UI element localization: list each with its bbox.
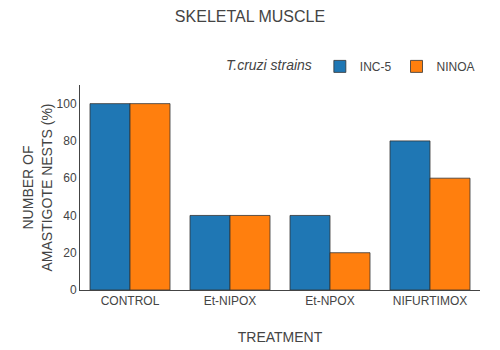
svg-text:CONTROL: CONTROL bbox=[101, 294, 160, 308]
svg-text:80: 80 bbox=[63, 134, 77, 148]
svg-text:NINOA: NINOA bbox=[437, 60, 475, 74]
svg-text:60: 60 bbox=[63, 171, 77, 185]
svg-text:40: 40 bbox=[63, 209, 77, 223]
svg-text:NUMBER OFAMASTIGOTE NESTS (%): NUMBER OFAMASTIGOTE NESTS (%) bbox=[20, 103, 54, 271]
svg-text:INC-5: INC-5 bbox=[360, 60, 392, 74]
svg-text:SKELETAL MUSCLE: SKELETAL MUSCLE bbox=[175, 8, 325, 25]
svg-text:0: 0 bbox=[70, 283, 77, 297]
svg-text:T.cruzi strains: T.cruzi strains bbox=[226, 57, 312, 73]
svg-text:TREATMENT: TREATMENT bbox=[238, 329, 323, 345]
svg-text:Et-NPOX: Et-NPOX bbox=[305, 294, 354, 308]
svg-text:20: 20 bbox=[63, 246, 77, 260]
svg-text:100: 100 bbox=[57, 97, 77, 111]
svg-text:NIFURTIMOX: NIFURTIMOX bbox=[393, 294, 467, 308]
svg-text:Et-NIPOX: Et-NIPOX bbox=[204, 294, 257, 308]
